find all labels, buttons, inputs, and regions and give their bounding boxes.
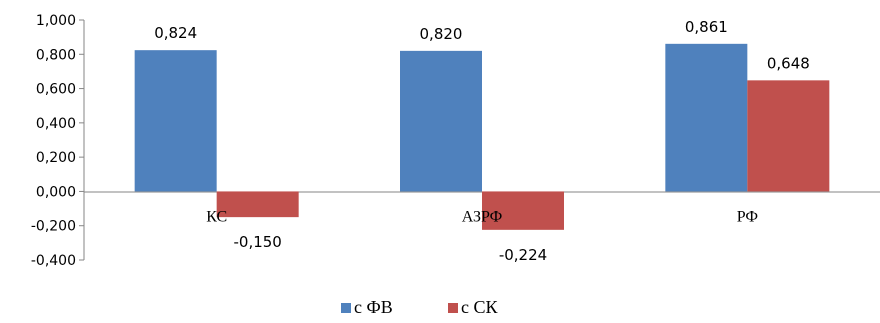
y-tick-label: 0,800 — [36, 47, 76, 63]
data-label: 0,824 — [154, 24, 197, 42]
legend-swatch-fv — [341, 303, 351, 313]
legend-label: с ФВ — [354, 297, 393, 317]
bar-sk — [482, 191, 564, 230]
bar-fv — [400, 50, 482, 192]
data-label: -0,224 — [499, 246, 547, 264]
y-tick-label: 0,400 — [36, 116, 76, 132]
y-tick-label: 0,600 — [36, 82, 76, 98]
data-label: 0,648 — [767, 54, 810, 72]
category-label: АЗРФ — [462, 208, 502, 225]
category-label: КС — [206, 208, 227, 225]
y-tick-label: 1,000 — [36, 13, 76, 29]
bar-sk — [747, 80, 830, 192]
category-label: РФ — [737, 208, 758, 225]
data-label: 0,861 — [685, 18, 728, 36]
bar-sk — [216, 191, 299, 218]
y-axis-ticks: 1,000 0,800 0,600 0,400 0,200 0,000 -0,200 -0,4… — [31, 13, 84, 269]
y-tick-label: -0,200 — [31, 219, 76, 235]
legend: с ФВ с СК — [341, 297, 498, 317]
y-tick-label: -0,400 — [31, 253, 76, 269]
data-label: -0,150 — [233, 233, 281, 251]
legend-label: с СК — [461, 297, 498, 317]
bar-fv — [665, 43, 748, 192]
bar-fv — [134, 50, 217, 192]
legend-swatch-sk — [448, 303, 458, 313]
y-tick-label: 0,000 — [36, 184, 76, 200]
category-labels: КС АЗРФ РФ — [206, 208, 758, 225]
data-labels: 0,824 0,820 0,861 -0,150 -0,224 0,648 — [154, 18, 810, 264]
y-tick-label: 0,200 — [36, 150, 76, 166]
data-label: 0,820 — [420, 25, 463, 43]
bar-series — [134, 43, 830, 230]
